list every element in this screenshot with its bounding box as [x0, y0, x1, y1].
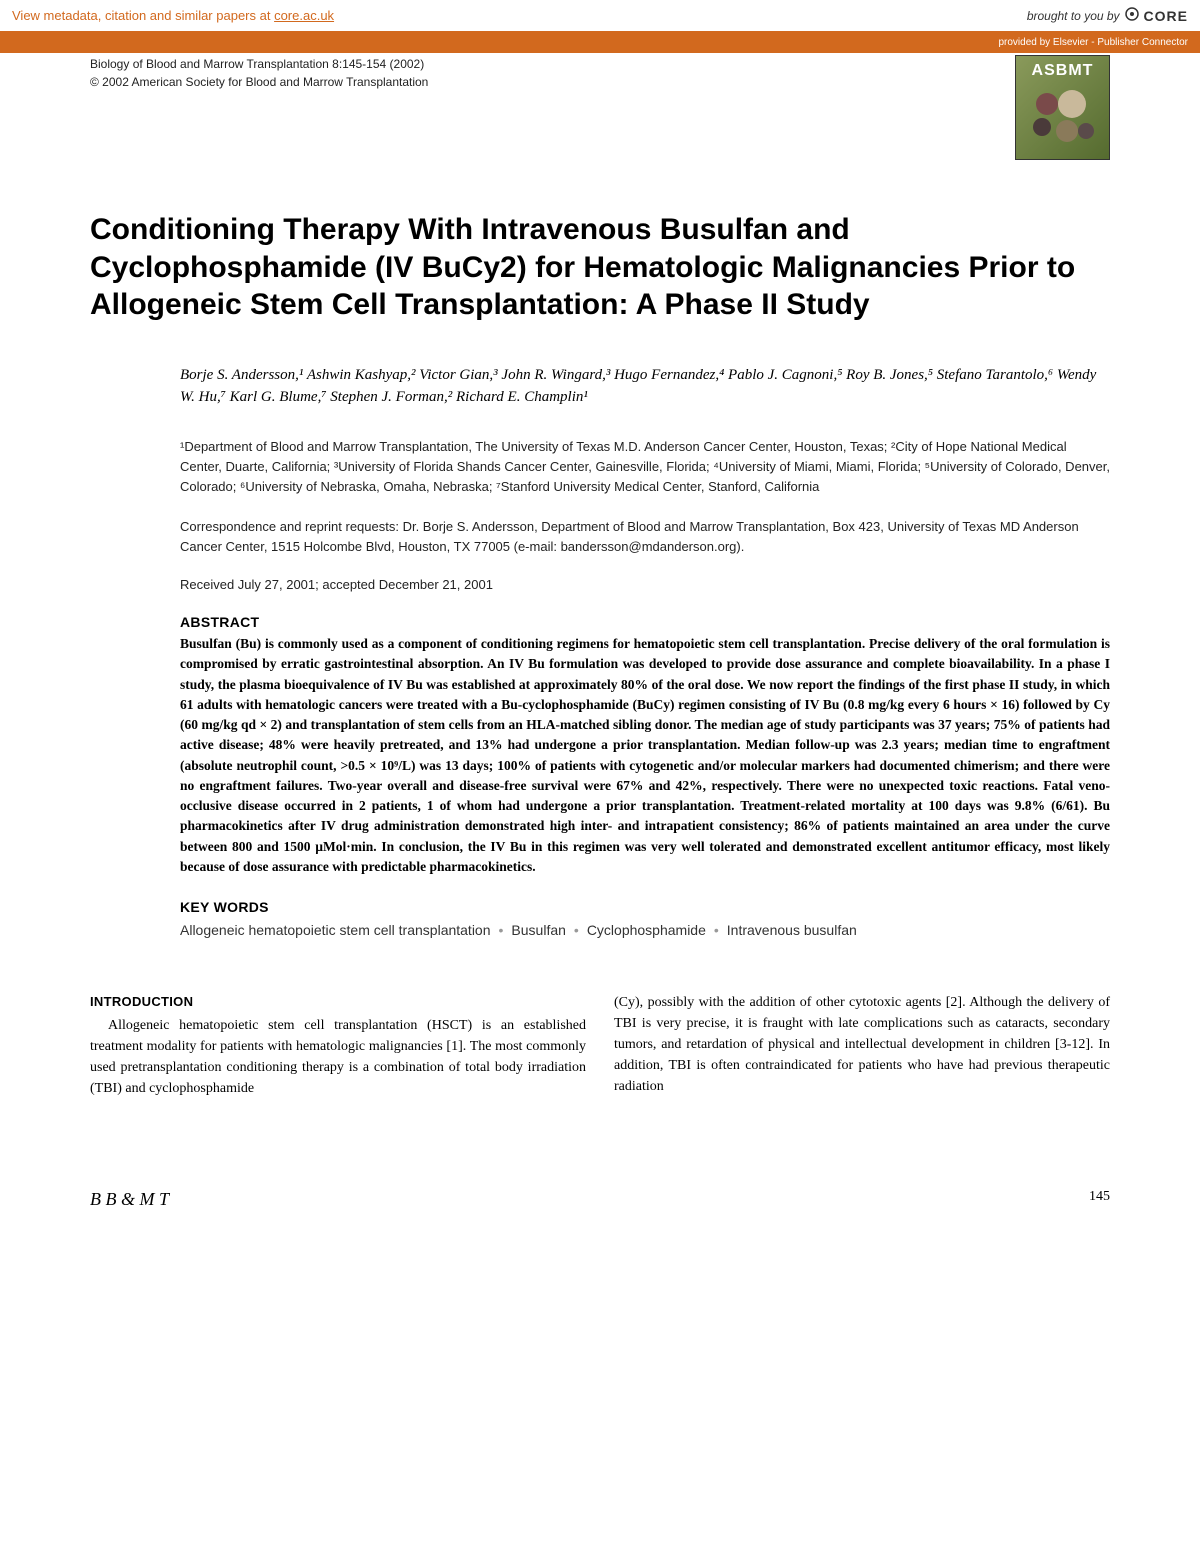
- introduction-heading: INTRODUCTION: [90, 992, 586, 1012]
- copyright-line: © 2002 American Society for Blood and Ma…: [90, 73, 1110, 91]
- journal-meta: Biology of Blood and Marrow Transplantat…: [90, 55, 1110, 91]
- keyword: Cyclophosphamide: [587, 922, 706, 938]
- keyword-separator: •: [574, 922, 579, 938]
- asbmt-logo: ASBMT: [1015, 55, 1110, 160]
- authors: Borje S. Andersson,¹ Ashwin Kashyap,² Vi…: [180, 364, 1110, 409]
- provider-bar: provided by Elsevier - Publisher Connect…: [0, 31, 1200, 53]
- metadata-link-text: View metadata, citation and similar pape…: [12, 8, 334, 23]
- affiliations: ¹Department of Blood and Marrow Transpla…: [180, 437, 1110, 497]
- asbmt-logo-text: ASBMT: [1032, 62, 1094, 80]
- provider-text: provided by Elsevier - Publisher Connect…: [998, 37, 1188, 48]
- intro-paragraph-2: (Cy), possibly with the addition of othe…: [614, 992, 1110, 1097]
- cells-graphic: [1028, 88, 1098, 148]
- journal-line: Biology of Blood and Marrow Transplantat…: [90, 55, 1110, 73]
- brought-by-text: brought to you by: [1027, 9, 1120, 23]
- keyword: Allogeneic hematopoietic stem cell trans…: [180, 922, 491, 938]
- keyword-separator: •: [714, 922, 719, 938]
- keyword-separator: •: [499, 922, 504, 938]
- keywords: Allogeneic hematopoietic stem cell trans…: [180, 919, 1110, 941]
- brought-by: brought to you by CORE: [1027, 6, 1188, 25]
- metadata-prefix: View metadata, citation and similar pape…: [12, 8, 274, 23]
- abstract-text: Busulfan (Bu) is commonly used as a comp…: [180, 634, 1110, 877]
- footer-journal: B B & M T: [90, 1189, 169, 1210]
- received-dates: Received July 27, 2001; accepted Decembe…: [180, 577, 1110, 592]
- page-footer: B B & M T 145: [0, 1139, 1200, 1230]
- body-columns: INTRODUCTION Allogeneic hematopoietic st…: [90, 992, 1110, 1100]
- abstract-heading: ABSTRACT: [180, 614, 1110, 630]
- intro-paragraph-1: Allogeneic hematopoietic stem cell trans…: [90, 1015, 586, 1099]
- core-banner: View metadata, citation and similar pape…: [0, 0, 1200, 31]
- correspondence: Correspondence and reprint requests: Dr.…: [180, 517, 1110, 557]
- keyword: Intravenous busulfan: [727, 922, 857, 938]
- keyword: Busulfan: [511, 922, 565, 938]
- core-link[interactable]: core.ac.uk: [274, 8, 334, 23]
- keywords-heading: KEY WORDS: [180, 899, 1110, 915]
- footer-page-number: 145: [1089, 1189, 1110, 1210]
- core-logo-text: CORE: [1144, 8, 1188, 24]
- core-icon: [1124, 6, 1140, 25]
- article-title: Conditioning Therapy With Intravenous Bu…: [90, 211, 1110, 324]
